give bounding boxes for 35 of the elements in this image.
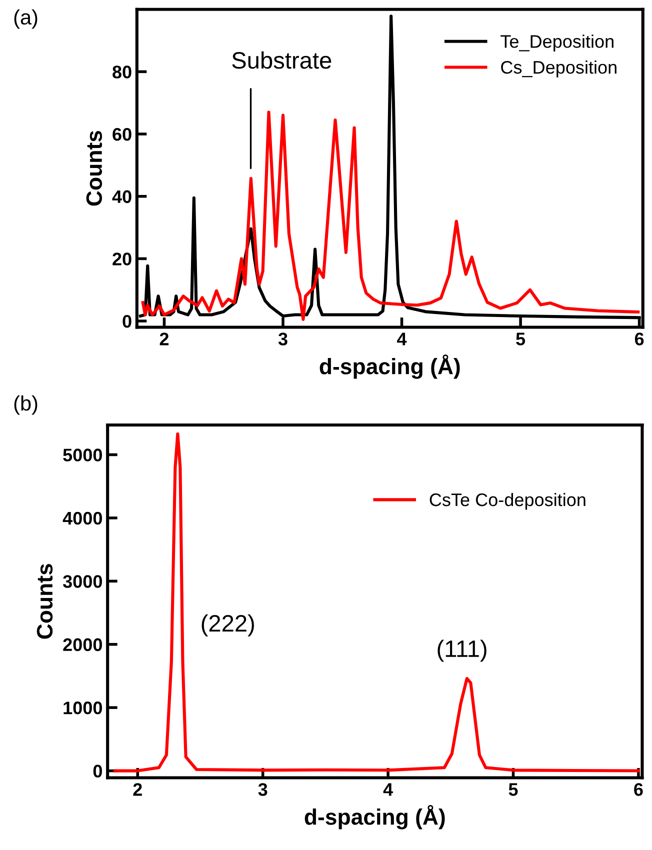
y-tick-label: 1000 <box>64 702 102 714</box>
x-axis-title: d-spacing (Å) <box>304 805 445 830</box>
y-tick-label: 80 <box>112 66 132 78</box>
y-tick-label: 20 <box>112 252 132 266</box>
x-tick-label: 4 <box>383 783 393 796</box>
legend-label: Te_Deposition <box>500 34 614 52</box>
line-series <box>141 110 640 321</box>
text: (b) <box>14 395 38 415</box>
x-tick-label: 3 <box>278 332 288 346</box>
x-tick-label: 6 <box>634 332 644 346</box>
x-tick-label: 2 <box>133 783 142 796</box>
y-tick-label: 0 <box>122 314 132 328</box>
y-tick-label: 0 <box>93 764 102 778</box>
x-tick-label: 5 <box>516 332 526 346</box>
y-tick-label: 2000 <box>63 638 102 652</box>
y-axis-title: Counts <box>36 564 53 639</box>
line-series <box>114 432 640 772</box>
annotation: Substrate <box>232 51 332 69</box>
y-axis-title: Counts <box>86 130 102 206</box>
annotation: (111) <box>438 640 486 662</box>
x-tick-label: 3 <box>258 783 268 796</box>
annotation: (222) <box>202 614 254 636</box>
y-tick-label: 60 <box>112 128 132 141</box>
legend-label: Cs_Deposition <box>501 60 616 78</box>
x-axis-title: d-spacing (Å) <box>320 354 460 379</box>
y-tick-label: 4000 <box>62 512 102 525</box>
y-tick-label: 40 <box>112 190 132 204</box>
y-tick-label: 3000 <box>62 575 102 588</box>
x-tick-label: 2 <box>160 332 169 346</box>
x-tick-label: 5 <box>508 783 518 796</box>
x-tick-label: 4 <box>397 332 407 346</box>
text: (a) <box>14 9 38 29</box>
x-tick-label: 6 <box>634 783 643 796</box>
legend-label: CsTe Co-deposition <box>430 492 586 510</box>
y-tick-label: 5000 <box>63 448 102 462</box>
